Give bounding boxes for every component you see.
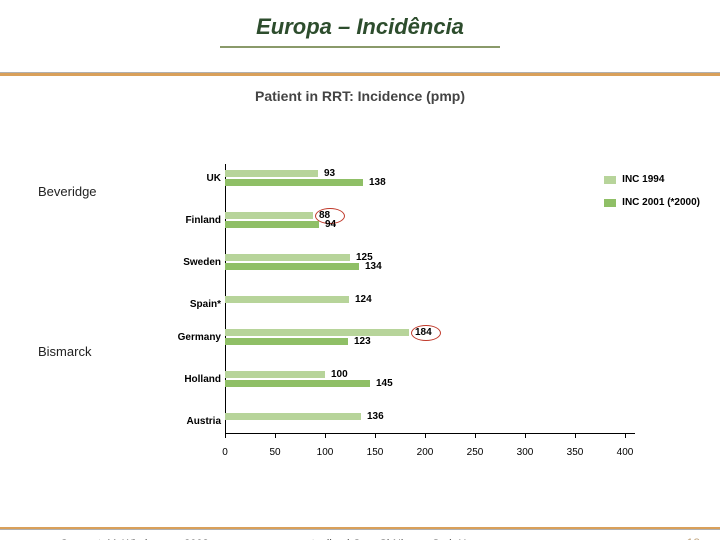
category-label: UK bbox=[165, 173, 221, 184]
divider-bottom bbox=[0, 527, 720, 530]
x-tick bbox=[575, 433, 576, 438]
title-underline bbox=[220, 46, 500, 48]
bar bbox=[225, 212, 313, 219]
slide-title: Europa – Incidência bbox=[0, 14, 720, 40]
legend: INC 1994 INC 2001 (*2000) bbox=[604, 174, 700, 220]
slide-number: 18 bbox=[687, 536, 700, 540]
x-tick-label: 0 bbox=[222, 447, 228, 458]
legend-label-2001: INC 2001 (*2000) bbox=[622, 197, 700, 208]
bar bbox=[225, 263, 359, 270]
x-tick-label: 200 bbox=[417, 447, 434, 458]
x-axis bbox=[225, 433, 635, 434]
legend-label-1994: INC 1994 bbox=[622, 174, 664, 185]
bar bbox=[225, 329, 409, 336]
x-tick-label: 300 bbox=[517, 447, 534, 458]
bar bbox=[225, 296, 349, 303]
x-tick-label: 100 bbox=[317, 447, 334, 458]
category-label: Sweden bbox=[165, 257, 221, 268]
highlight-circle bbox=[411, 325, 441, 341]
x-tick bbox=[425, 433, 426, 438]
bar-value: 94 bbox=[325, 219, 336, 230]
category-label: Spain* bbox=[165, 299, 221, 310]
bar-value: 100 bbox=[331, 369, 348, 380]
bar-value: 123 bbox=[354, 336, 371, 347]
slide-root: Europa – Incidência Patient in RRT: Inci… bbox=[0, 14, 720, 540]
incidence-chart: 050100150200250300350400UK93138Finland88… bbox=[165, 164, 635, 464]
bar bbox=[225, 380, 370, 387]
category-label: Holland bbox=[165, 374, 221, 385]
category-label: Austria bbox=[165, 416, 221, 427]
x-tick bbox=[475, 433, 476, 438]
x-tick-label: 350 bbox=[567, 447, 584, 458]
x-tick bbox=[625, 433, 626, 438]
x-tick bbox=[525, 433, 526, 438]
bar-value: 138 bbox=[369, 177, 386, 188]
bar-value: 145 bbox=[376, 378, 393, 389]
x-tick bbox=[325, 433, 326, 438]
x-tick-label: 150 bbox=[367, 447, 384, 458]
group-label-beveridge: Beveridge bbox=[38, 184, 97, 199]
x-tick-label: 250 bbox=[467, 447, 484, 458]
swatch-1994 bbox=[604, 176, 616, 184]
category-label: Finland bbox=[165, 215, 221, 226]
plot-area: 050100150200250300350400UK93138Finland88… bbox=[165, 164, 635, 464]
x-tick bbox=[375, 433, 376, 438]
x-tick-label: 50 bbox=[269, 447, 280, 458]
bar bbox=[225, 254, 350, 261]
bar bbox=[225, 170, 318, 177]
group-label-bismarck: Bismarck bbox=[38, 344, 91, 359]
bar bbox=[225, 221, 319, 228]
bar-value: 124 bbox=[355, 294, 372, 305]
divider-top bbox=[0, 72, 720, 76]
bar bbox=[225, 371, 325, 378]
legend-item-1994: INC 1994 bbox=[604, 174, 700, 185]
category-label: Germany bbox=[165, 332, 221, 343]
swatch-2001 bbox=[604, 199, 616, 207]
x-tick bbox=[225, 433, 226, 438]
slide-subtitle: Patient in RRT: Incidence (pmp) bbox=[0, 88, 720, 104]
bar-value: 134 bbox=[365, 261, 382, 272]
bar bbox=[225, 179, 363, 186]
bar bbox=[225, 338, 348, 345]
legend-item-2001: INC 2001 (*2000) bbox=[604, 197, 700, 208]
x-tick bbox=[275, 433, 276, 438]
bar bbox=[225, 413, 361, 420]
bar-value: 136 bbox=[367, 411, 384, 422]
bar-value: 93 bbox=[324, 168, 335, 179]
x-tick-label: 400 bbox=[617, 447, 634, 458]
